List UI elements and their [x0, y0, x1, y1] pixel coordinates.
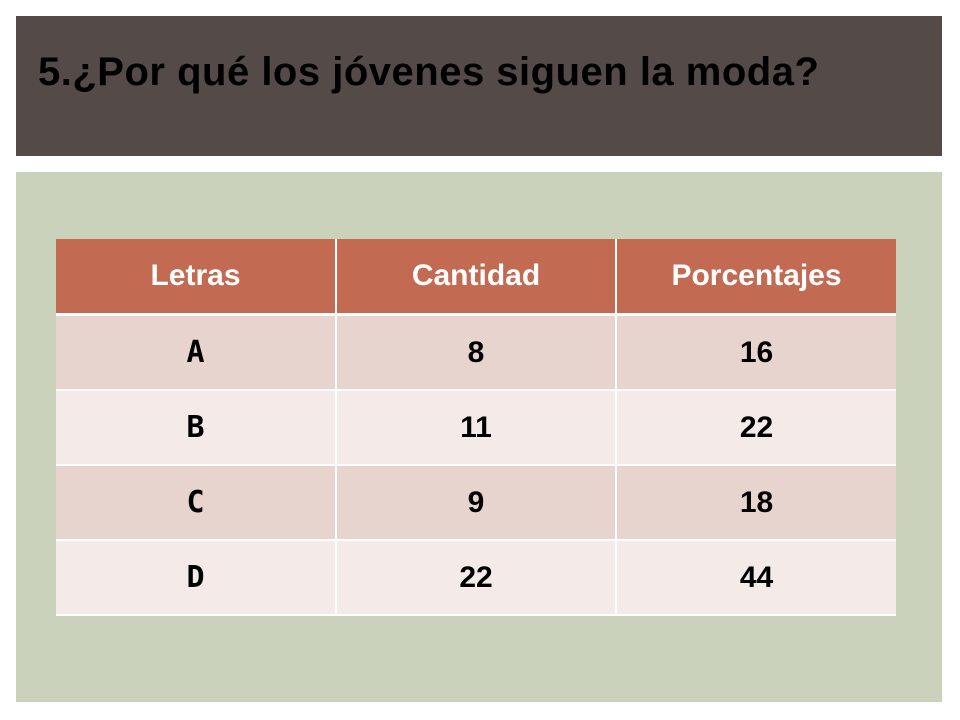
- cell-porcentaje: 16: [616, 314, 896, 391]
- cell-letter: A: [56, 314, 337, 391]
- cell-letter: B: [56, 390, 337, 466]
- header-cantidad: Cantidad: [336, 239, 617, 316]
- table-row: D 22 44: [56, 540, 896, 616]
- table-header-row: Letras Cantidad Porcentajes: [56, 239, 896, 316]
- cell-letter: C: [56, 465, 337, 541]
- cell-cantidad: 11: [336, 390, 617, 466]
- cell-porcentaje: 44: [616, 540, 896, 616]
- cell-letter: D: [56, 540, 337, 616]
- header-letras: Letras: [56, 239, 337, 316]
- title-bar: 5.¿Por qué los jóvenes siguen la moda?: [16, 16, 942, 156]
- cell-porcentaje: 22: [616, 390, 896, 466]
- cell-cantidad: 8: [336, 314, 617, 391]
- cell-porcentaje: 18: [616, 465, 896, 541]
- cell-cantidad: 9: [336, 465, 617, 541]
- header-porcentajes: Porcentajes: [616, 239, 896, 316]
- table-row: C 9 18: [56, 465, 896, 541]
- slide-title: 5.¿Por qué los jóvenes siguen la moda?: [38, 50, 820, 94]
- cell-cantidad: 22: [336, 540, 617, 616]
- table-row: A 8 16: [56, 314, 896, 391]
- table-row: B 11 22: [56, 390, 896, 466]
- data-table: Letras Cantidad Porcentajes A 8 16 B 11 …: [56, 239, 896, 616]
